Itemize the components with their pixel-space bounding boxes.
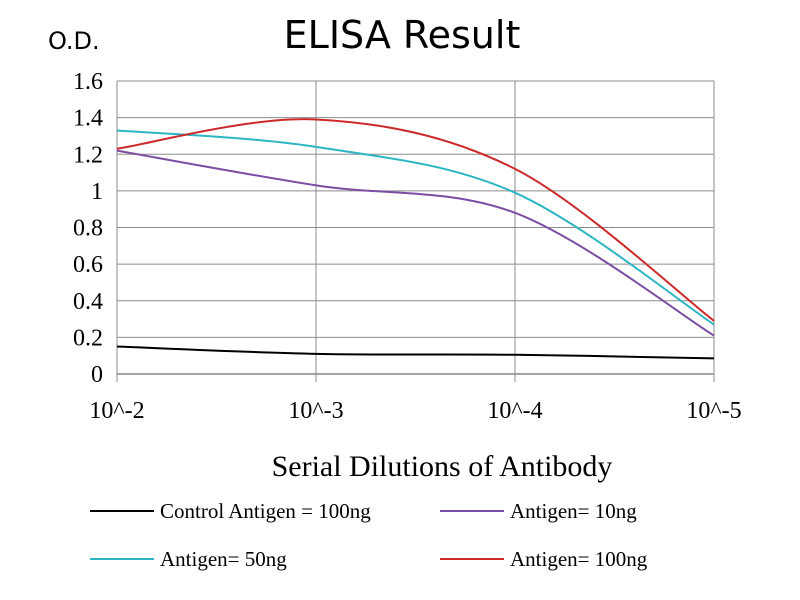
y-tick-label: 0.4 [73, 289, 103, 315]
y-tick-label: 1.2 [73, 142, 103, 168]
legend-label: Control Antigen = 100ng [160, 499, 371, 523]
x-tick-label: 10^-4 [487, 398, 542, 424]
x-tick-label: 10^-3 [288, 398, 343, 424]
y-axis-label: O.D. [48, 27, 100, 55]
y-tick-label: 0.6 [73, 252, 103, 278]
legend-item: Antigen= 50ng [90, 547, 287, 571]
y-tick-labels: 0 0.2 0.4 0.6 0.8 1 1.2 1.4 1.6 [73, 69, 103, 388]
series-line-3 [116, 129, 715, 326]
legend-item: Control Antigen = 100ng [90, 499, 371, 523]
series-line-2 [116, 149, 715, 337]
legend-label: Antigen= 100ng [510, 547, 648, 571]
legend-item: Antigen= 10ng [440, 499, 637, 523]
y-tick-label: 1.4 [73, 106, 103, 132]
y-tick-label: 1.6 [73, 69, 103, 95]
chart-title: ELISA Result [284, 13, 521, 57]
legend-label: Antigen= 10ng [510, 499, 637, 523]
y-tick-label: 0.8 [73, 216, 103, 242]
y-tick-label: 1 [91, 179, 103, 205]
y-tick-label: 0.2 [73, 325, 103, 351]
y-tick-label: 0 [91, 362, 103, 388]
x-tick-label: 10^-2 [89, 398, 144, 424]
grid [116, 80, 715, 382]
series-line-1 [116, 345, 715, 360]
x-tick-label: 10^-5 [686, 398, 741, 424]
legend-label: Antigen= 50ng [160, 547, 287, 571]
x-tick-labels: 10^-2 10^-3 10^-4 10^-5 [89, 398, 741, 424]
series-lines [116, 118, 715, 360]
x-axis-label: Serial Dilutions of Antibody [272, 450, 613, 483]
legend-item: Antigen= 100ng [440, 547, 648, 571]
series-line-4 [116, 118, 715, 322]
legend: Control Antigen = 100ng Antigen= 10ng Anti… [90, 499, 648, 571]
